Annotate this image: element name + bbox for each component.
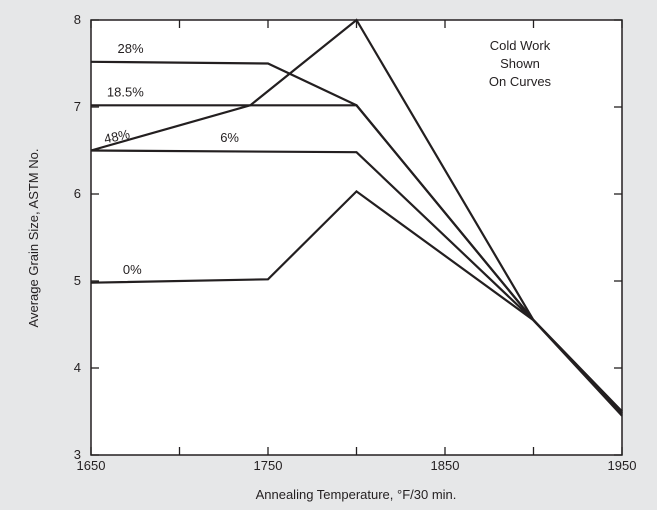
y-tick-label: 8 — [74, 12, 81, 27]
curve-labels: 28% 18.5% 48% 6% 0% — [103, 41, 240, 277]
cold-work-note: Cold Work Shown On Curves — [489, 38, 552, 89]
series-line — [90, 189, 623, 417]
y-tick-label: 6 — [74, 186, 81, 201]
axis-ticks — [90, 19, 623, 456]
curve-label: 28% — [118, 41, 144, 56]
note-line-3: On Curves — [489, 74, 552, 89]
x-tick-label: 1850 — [431, 458, 460, 473]
y-tick-label: 7 — [74, 99, 81, 114]
curve-label: 0% — [123, 262, 142, 277]
curve-label: 48% — [103, 126, 132, 146]
y-axis-title: Average Grain Size, ASTM No. — [26, 149, 41, 328]
series-lines — [90, 18, 623, 417]
x-tick-label: 1750 — [254, 458, 283, 473]
curve-label: 18.5% — [107, 85, 144, 100]
curve-label: 6% — [220, 130, 239, 145]
note-line-1: Cold Work — [490, 38, 551, 53]
y-tick-label: 4 — [74, 360, 81, 375]
x-tick-label: 1650 — [77, 458, 106, 473]
axis-tick-labels: 1650 1750 1850 1950 3 4 5 6 7 8 — [74, 12, 637, 473]
note-line-2: Shown — [500, 56, 540, 71]
plot-area — [90, 19, 623, 456]
y-tick-label: 3 — [74, 447, 81, 462]
x-axis-title: Annealing Temperature, °F/30 min. — [256, 487, 457, 502]
y-tick-label: 5 — [74, 273, 81, 288]
x-tick-label: 1950 — [608, 458, 637, 473]
